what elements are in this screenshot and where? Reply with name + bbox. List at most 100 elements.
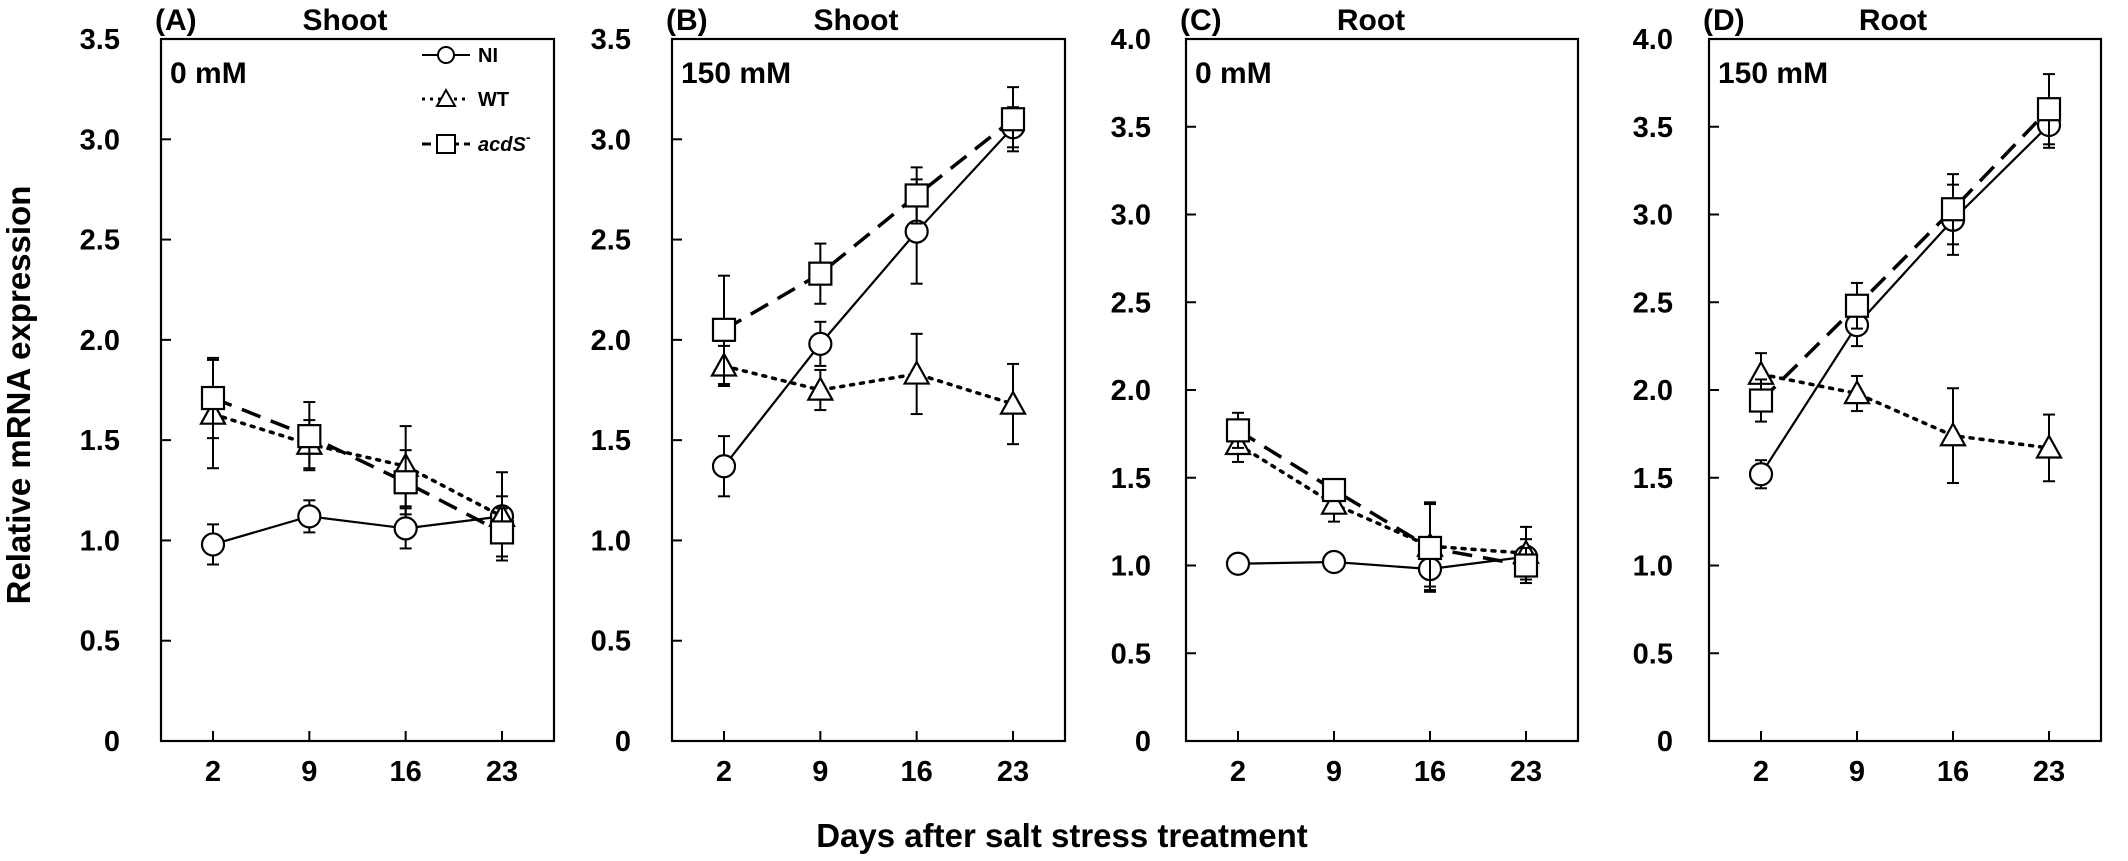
series-ni xyxy=(1225,538,1539,588)
series-line-ni xyxy=(1237,555,1527,571)
series-line-ni xyxy=(723,126,1014,467)
x-tick-label: 2 xyxy=(1753,756,1769,788)
y-tick-label: 0.5 xyxy=(591,626,631,658)
x-tick-label: 16 xyxy=(1414,756,1446,788)
y-tick-label: 2.0 xyxy=(591,325,631,357)
y-tick-label: 0 xyxy=(615,726,631,758)
series-ni xyxy=(200,495,515,566)
y-tick-label: 1.0 xyxy=(1633,551,1673,583)
x-tick-label: 9 xyxy=(1326,756,1342,788)
data-point-wt xyxy=(2035,433,2063,459)
series-line-acds xyxy=(723,117,1015,332)
data-point-ni xyxy=(1225,551,1251,576)
x-tick-label: 23 xyxy=(1510,756,1542,788)
series-line-acds xyxy=(212,396,503,534)
series-line-ni xyxy=(212,515,503,546)
data-point-wt xyxy=(806,375,835,401)
series-acds xyxy=(1225,411,1539,593)
panel-letter: (C) xyxy=(1180,4,1222,37)
y-tick-label: 0.5 xyxy=(80,626,120,658)
legend-label: NI xyxy=(478,45,498,67)
y-tick-label: 3.0 xyxy=(591,124,631,156)
x-tick-label: 9 xyxy=(812,756,828,788)
y-tick-label: 1.0 xyxy=(591,525,631,557)
data-point-acds xyxy=(1513,553,1539,578)
series-line-acds xyxy=(1759,107,2051,402)
x-tick-label: 2 xyxy=(1230,756,1246,788)
data-point-acds xyxy=(1225,418,1251,443)
y-tick-label: 2.0 xyxy=(80,325,120,357)
data-point-acds xyxy=(808,261,833,286)
treatment-concentration: 150 mM xyxy=(681,57,791,90)
data-point-acds xyxy=(1321,477,1347,503)
x-axis-label: Days after salt stress treatment xyxy=(816,817,1308,854)
y-tick-label: 3.0 xyxy=(1111,200,1151,232)
y-tick-label: 4.0 xyxy=(1633,24,1673,56)
panel-letter: (B) xyxy=(666,4,708,37)
data-point-ni xyxy=(808,331,833,356)
data-point-acds xyxy=(1844,293,1870,318)
series-acds xyxy=(1748,73,2062,423)
panel-title: Shoot xyxy=(303,4,388,37)
y-tick-label: 0 xyxy=(1135,726,1151,758)
data-point-acds xyxy=(489,520,515,545)
data-point-acds xyxy=(2036,97,2062,122)
series-wt xyxy=(710,332,1027,446)
series-line-wt xyxy=(722,364,1015,406)
y-tick-label: 2.5 xyxy=(591,225,631,257)
data-point-ni xyxy=(1748,462,1774,487)
y-tick-label: 2.5 xyxy=(1633,287,1673,319)
legend-marker-circle xyxy=(437,46,455,64)
x-tick-label: 23 xyxy=(2033,756,2065,788)
y-tick-label: 2.0 xyxy=(1633,375,1673,407)
data-point-wt xyxy=(1320,489,1348,515)
data-point-ni xyxy=(200,532,226,557)
plot-frame xyxy=(159,37,556,743)
data-point-ni xyxy=(393,516,418,541)
chart-panel-2: 0 0.5 1.0 1.5 2.0 2.5 3.0 3.5 2 9 16 23 (B) Shoot 150 … xyxy=(591,4,1067,788)
panel-letter: (A) xyxy=(155,4,197,37)
y-tick-label: 1.0 xyxy=(80,525,120,557)
data-point-acds xyxy=(1417,535,1443,561)
x-tick-label: 9 xyxy=(1849,756,1865,788)
panel-title: Shoot xyxy=(814,4,899,37)
data-point-acds xyxy=(1748,388,1774,413)
y-tick-label: 3.5 xyxy=(80,24,120,56)
data-point-acds xyxy=(393,470,418,495)
y-tick-label: 3.5 xyxy=(1633,112,1673,144)
data-point-ni xyxy=(711,454,737,479)
y-tick-label: 2.5 xyxy=(80,225,120,257)
series-line-wt xyxy=(1236,442,1528,555)
panel-title: Root xyxy=(1859,4,1927,37)
treatment-concentration: 0 mM xyxy=(1195,57,1272,90)
x-tick-label: 23 xyxy=(486,756,518,788)
legend-item-wt: WT xyxy=(422,87,509,111)
series-line-wt xyxy=(211,412,504,519)
y-tick-label: 0.5 xyxy=(1111,638,1151,670)
series-line-ni xyxy=(1760,124,2050,475)
chart-panels: 0 0.5 1.0 1.5 2.0 2.5 3.0 3.5 2 9 16 23 (A) Shoot 0 mM… xyxy=(80,4,2103,788)
series-wt xyxy=(1747,352,2063,485)
data-point-acds xyxy=(711,317,737,342)
data-point-acds xyxy=(904,183,929,208)
data-point-wt xyxy=(902,359,931,385)
series-ni xyxy=(1748,101,2062,490)
data-point-acds xyxy=(1000,107,1026,132)
y-tick-label: 0 xyxy=(104,726,120,758)
legend-item-acds: acdS- xyxy=(422,129,531,156)
chart-panel-3: 0 0.5 1.0 1.5 2.0 2.5 3.0 3.5 4.0 2 9 16 23 (C) Root 0 … xyxy=(1111,4,1580,788)
y-tick-label: 3.5 xyxy=(591,24,631,56)
treatment-concentration: 150 mM xyxy=(1718,57,1828,90)
data-point-wt xyxy=(1939,421,1967,447)
chart-panel-1: 0 0.5 1.0 1.5 2.0 2.5 3.0 3.5 2 9 16 23 (A) Shoot 0 mM xyxy=(80,4,556,788)
series-line-wt xyxy=(1759,372,2051,450)
x-tick-label: 2 xyxy=(205,756,221,788)
treatment-concentration: 0 mM xyxy=(170,57,247,90)
x-tick-label: 2 xyxy=(716,756,732,788)
data-point-acds xyxy=(1940,197,1966,222)
data-point-ni xyxy=(297,504,322,529)
plot-frame xyxy=(670,37,1067,743)
y-tick-label: 3.0 xyxy=(80,124,120,156)
data-point-acds xyxy=(200,385,226,411)
